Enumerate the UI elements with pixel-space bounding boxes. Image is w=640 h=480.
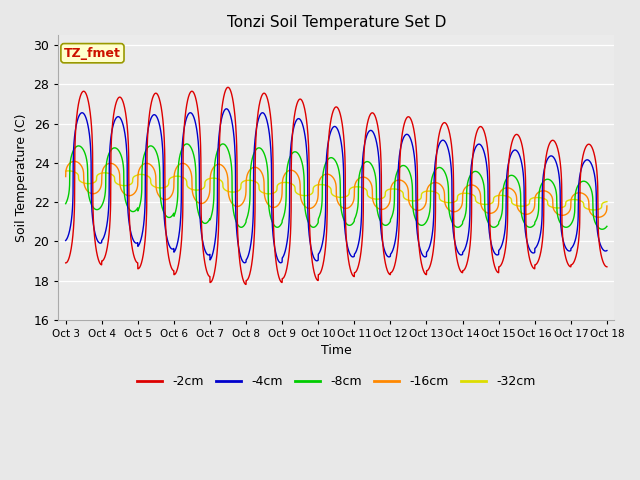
X-axis label: Time: Time: [321, 344, 351, 357]
Title: Tonzi Soil Temperature Set D: Tonzi Soil Temperature Set D: [227, 15, 446, 30]
Text: TZ_fmet: TZ_fmet: [64, 47, 121, 60]
Y-axis label: Soil Temperature (C): Soil Temperature (C): [15, 113, 28, 242]
Legend: -2cm, -4cm, -8cm, -16cm, -32cm: -2cm, -4cm, -8cm, -16cm, -32cm: [132, 370, 541, 393]
